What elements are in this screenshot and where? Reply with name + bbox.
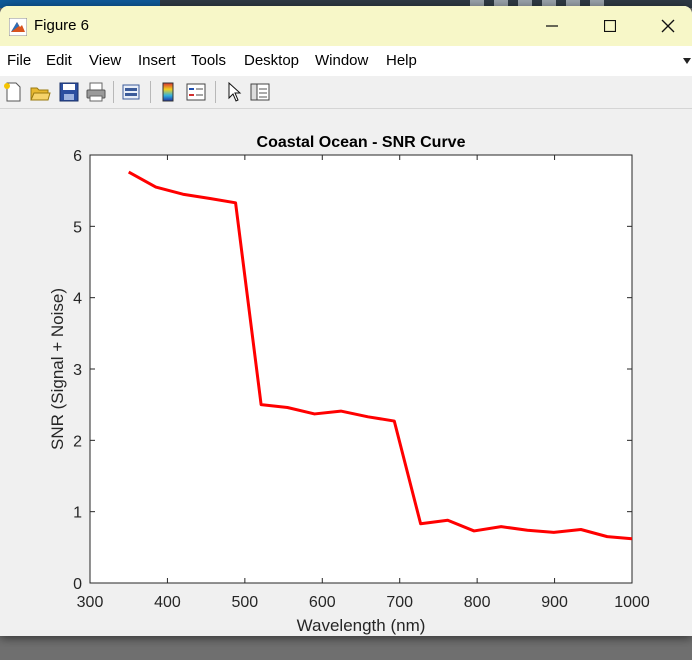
background-icon [470,0,484,8]
new-figure-button[interactable] [2,81,24,103]
x-tick-label: 400 [154,594,181,611]
minimize-icon [546,25,558,27]
background-icon [566,0,580,8]
window-title: Figure 6 [34,17,90,34]
link-plot-button[interactable] [120,81,142,103]
snr-series-line[interactable] [127,170,633,541]
y-tick-label: 6 [73,148,82,165]
y-tick-label: 5 [73,219,82,236]
colorbar-icon [162,82,174,102]
new-figure-icon [4,82,21,102]
matlab-logo-icon [9,18,27,36]
y-tick-label: 1 [73,505,82,522]
link-plot-icon [122,84,140,100]
maximize-icon [604,20,616,32]
close-button[interactable] [638,6,692,46]
menu-view[interactable]: View [89,52,122,69]
background-icon [494,0,508,8]
edit-plot-button[interactable] [223,81,245,103]
background-app-icons [470,0,692,8]
background-icon [518,0,532,8]
y-tick-label: 2 [73,433,82,450]
axes-box[interactable] [89,154,633,584]
axis-ticks [89,154,633,584]
menu-file[interactable]: File [7,52,32,69]
menu-edit[interactable]: Edit [46,52,72,69]
figure-toolbar [0,76,692,109]
save-button[interactable] [58,81,80,103]
toolbar-separator [113,81,114,103]
legend-icon [186,83,206,101]
chart-title: Coastal Ocean - SNR Curve [257,134,466,151]
property-inspector-button[interactable] [249,81,271,103]
menu-window[interactable]: Window [315,52,369,69]
toolstrip-arrow-icon[interactable] [682,56,692,66]
figure-window: Figure 6 File Edit View Insert Tools Des… [0,6,692,636]
insert-colorbar-button[interactable] [157,81,179,103]
menu-desktop[interactable]: Desktop [244,52,300,69]
open-folder-icon [30,87,51,101]
y-axis-label: SNR (Signal + Noise) [48,288,67,450]
x-axis-label: Wavelength (nm) [297,616,426,635]
x-tick-label: 700 [386,594,413,611]
y-tick-label: 4 [73,291,82,308]
minimize-button[interactable] [522,6,582,46]
y-tick-label: 0 [73,576,82,593]
pointer-icon [228,81,242,102]
plot-svg[interactable]: 300 400 500 600 700 800 900 1000 0 1 2 3 4 5 6 Coastal… [0,109,692,636]
menu-insert[interactable]: Insert [138,52,176,69]
insert-legend-button[interactable] [185,81,207,103]
taskbar-strip [0,0,692,8]
title-bar[interactable]: Figure 6 [0,6,692,46]
print-icon [86,82,106,102]
x-tick-label: 900 [541,594,568,611]
y-tick-label: 3 [73,362,82,379]
figure-canvas[interactable]: 300 400 500 600 700 800 900 1000 0 1 2 3 4 5 6 Coastal… [0,109,692,636]
x-tick-label: 1000 [614,594,650,611]
toolbar-separator [150,81,151,103]
save-icon [59,82,79,102]
tick-labels: 300 400 500 600 700 800 900 1000 0 1 2 3 4 5 6 [73,148,650,611]
background-app-tab [0,0,160,8]
open-file-button[interactable] [29,81,51,103]
background-icon [590,0,604,8]
print-button[interactable] [85,81,107,103]
menu-tools[interactable]: Tools [191,52,227,69]
x-tick-label: 600 [309,594,336,611]
x-tick-label: 800 [464,594,491,611]
x-tick-label: 500 [232,594,259,611]
x-tick-label: 300 [77,594,104,611]
background-icon [542,0,556,8]
toolbar-separator [215,81,216,103]
close-icon [661,19,675,33]
maximize-button[interactable] [580,6,640,46]
menu-help[interactable]: Help [386,52,417,69]
menu-bar: File Edit View Insert Tools Desktop Wind… [0,46,692,76]
property-inspector-icon [250,83,270,101]
